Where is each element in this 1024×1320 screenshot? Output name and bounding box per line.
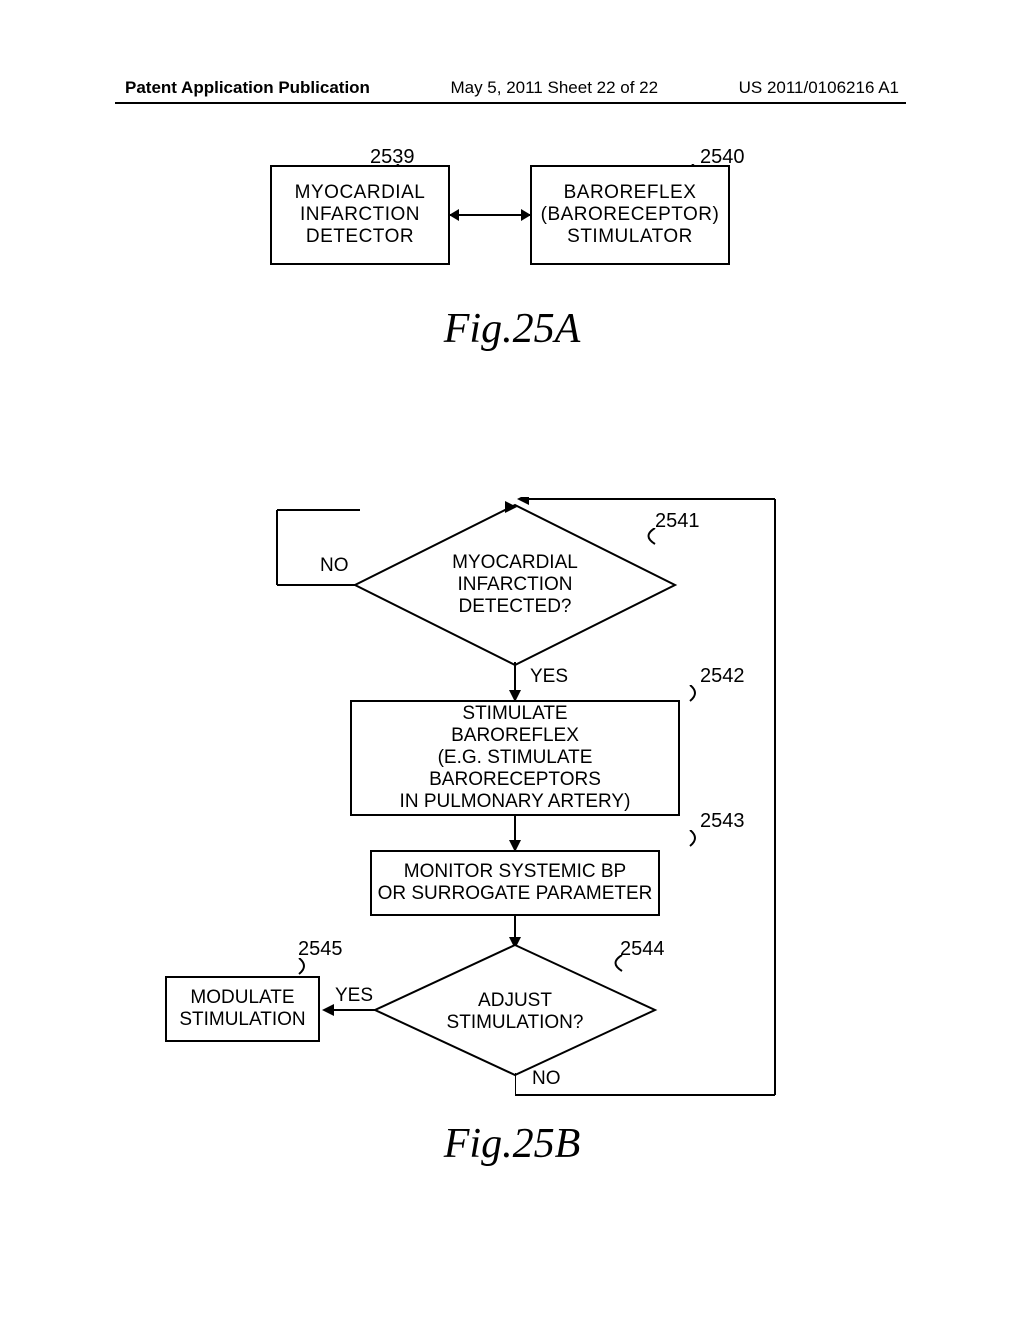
no-loop-line-2 <box>515 497 785 1102</box>
stimulator-box: BAROREFLEX (BARORECEPTOR) STIMULATOR <box>530 165 730 265</box>
stimulator-line3: STIMULATOR <box>567 226 693 248</box>
header-left: Patent Application Publication <box>125 78 370 98</box>
detector-line2: INFARCTION <box>300 204 420 226</box>
header-divider <box>115 102 906 104</box>
modulate-box: MODULATE STIMULATION <box>165 976 320 1042</box>
box3-line2: STIMULATION <box>167 1009 318 1031</box>
detector-box: MYOCARDIAL INFARCTION DETECTOR <box>270 165 450 265</box>
top-boxes-row: MYOCARDIAL INFARCTION DETECTOR BAROREFLE… <box>270 165 730 265</box>
stimulator-line2: (BARORECEPTOR) <box>541 204 720 226</box>
no-loop-line <box>275 508 360 588</box>
detector-line3: DETECTOR <box>306 226 414 248</box>
arrow-left-icon <box>320 1004 380 1018</box>
page-header: Patent Application Publication May 5, 20… <box>0 78 1024 98</box>
detector-line1: MYOCARDIAL <box>295 182 426 204</box>
figure-25b-label: Fig.25B <box>0 1120 1024 1168</box>
stimulator-line1: BAROREFLEX <box>564 182 697 204</box>
ref-curve-icon <box>297 958 312 976</box>
header-center: May 5, 2011 Sheet 22 of 22 <box>450 78 658 98</box>
figure-25a-label: Fig.25A <box>0 305 1024 353</box>
header-right: US 2011/0106216 A1 <box>739 78 899 98</box>
box3-line1: MODULATE <box>167 987 318 1009</box>
bidirectional-arrow-icon <box>450 214 530 216</box>
